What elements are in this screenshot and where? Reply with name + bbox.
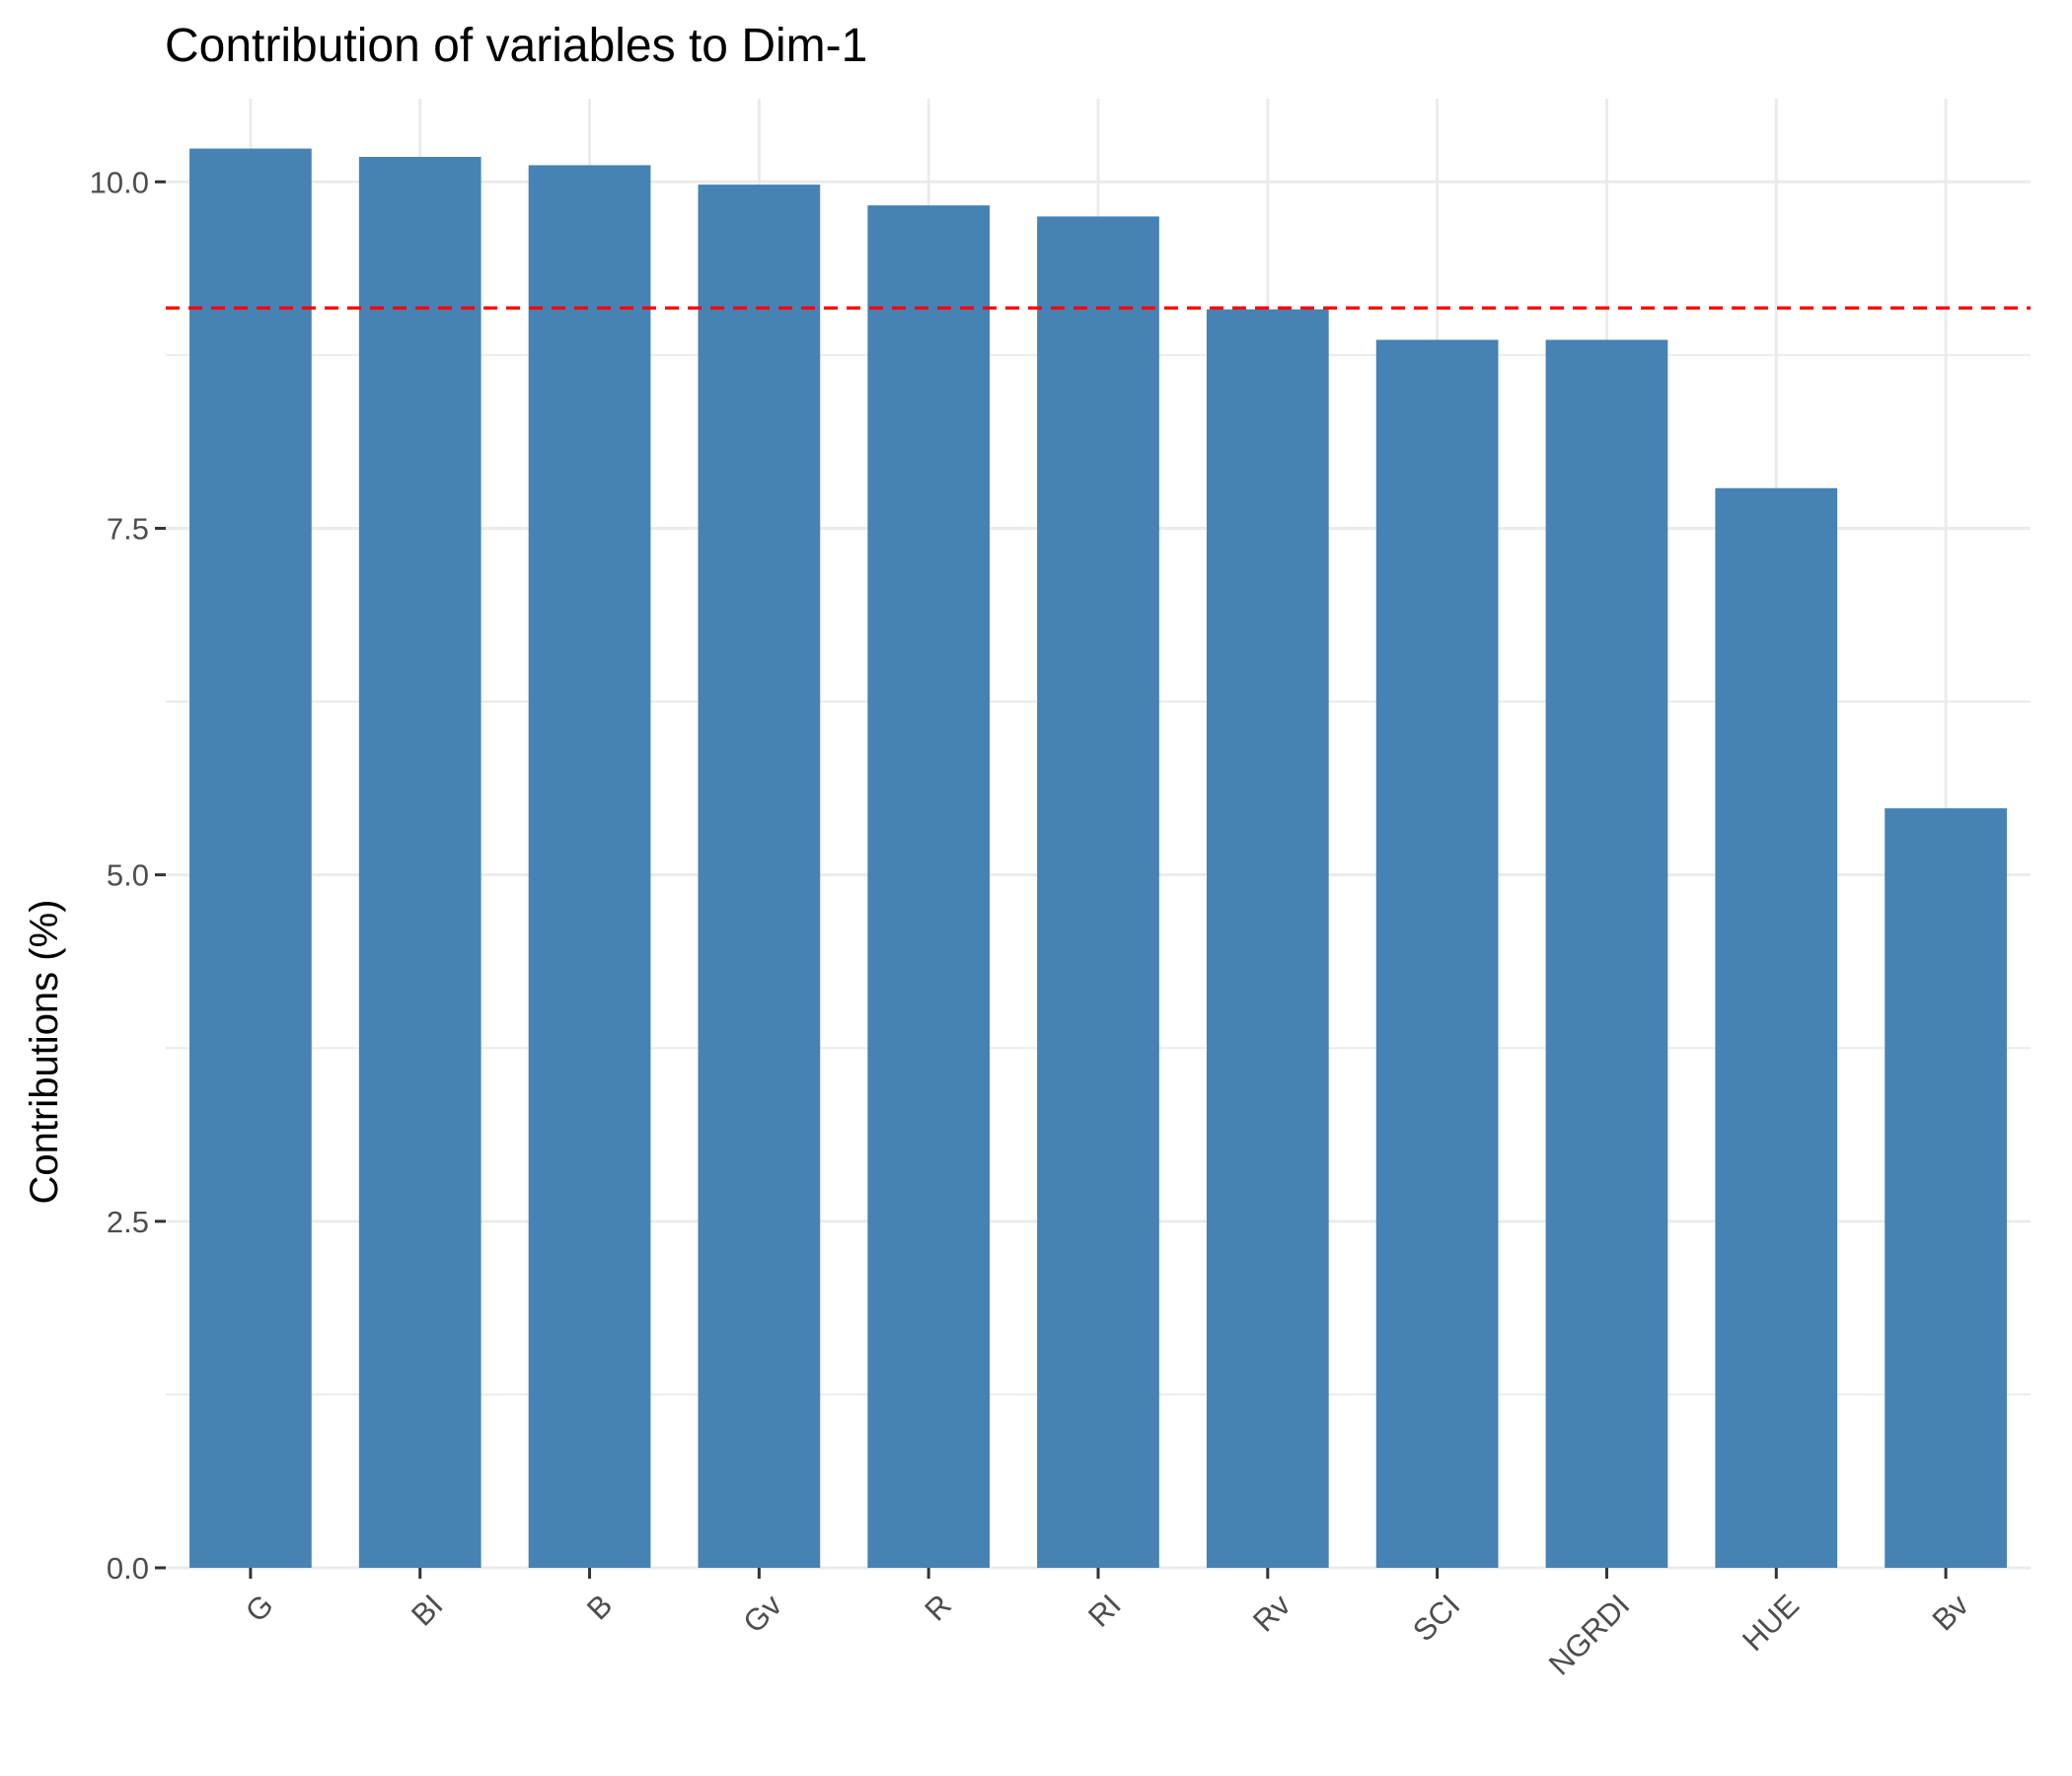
bar-rv bbox=[1206, 309, 1329, 1568]
y-tick-label: 0.0 bbox=[107, 1551, 149, 1586]
x-tick-label: Rv bbox=[1246, 1588, 1297, 1639]
bar-layer bbox=[189, 148, 2007, 1569]
bar-bv bbox=[1885, 808, 2007, 1568]
bar-r bbox=[867, 205, 991, 1568]
bar-hue bbox=[1715, 487, 1838, 1568]
chart-title: Contribution of variables to Dim-1 bbox=[165, 20, 867, 72]
x-tick-label: B bbox=[580, 1588, 619, 1626]
bar-g bbox=[189, 148, 312, 1568]
x-tick-label: BI bbox=[405, 1588, 449, 1632]
x-tick-label: G bbox=[239, 1588, 280, 1629]
y-tick-label: 2.5 bbox=[107, 1205, 149, 1239]
bar-sci bbox=[1375, 339, 1499, 1568]
bar-bi bbox=[358, 156, 481, 1569]
x-tick-label: HUE bbox=[1736, 1588, 1806, 1658]
x-tick-label: Bv bbox=[1926, 1588, 1976, 1638]
bar-ri bbox=[1037, 216, 1159, 1569]
y-tick-label: 7.5 bbox=[107, 511, 149, 546]
bar-b bbox=[528, 165, 651, 1569]
bar-ngrdi bbox=[1545, 339, 1668, 1568]
axis-layer: 0.0 2.5 5.0 7.5 10.0 G BI B Gv R RI Rv SCI NGRDI HUE Bv bbox=[90, 165, 1976, 1681]
y-tick-label: 5.0 bbox=[107, 858, 149, 893]
y-axis-label: Contributions (%) bbox=[23, 899, 66, 1204]
x-tick-label: SCI bbox=[1406, 1588, 1466, 1648]
x-tick-label: RI bbox=[1081, 1588, 1128, 1634]
x-tick-label: R bbox=[918, 1588, 958, 1628]
x-tick-label: Gv bbox=[736, 1588, 788, 1640]
x-tick-label: NGRDI bbox=[1542, 1588, 1636, 1681]
y-tick-label: 10.0 bbox=[90, 165, 149, 199]
bar-gv bbox=[698, 185, 821, 1569]
